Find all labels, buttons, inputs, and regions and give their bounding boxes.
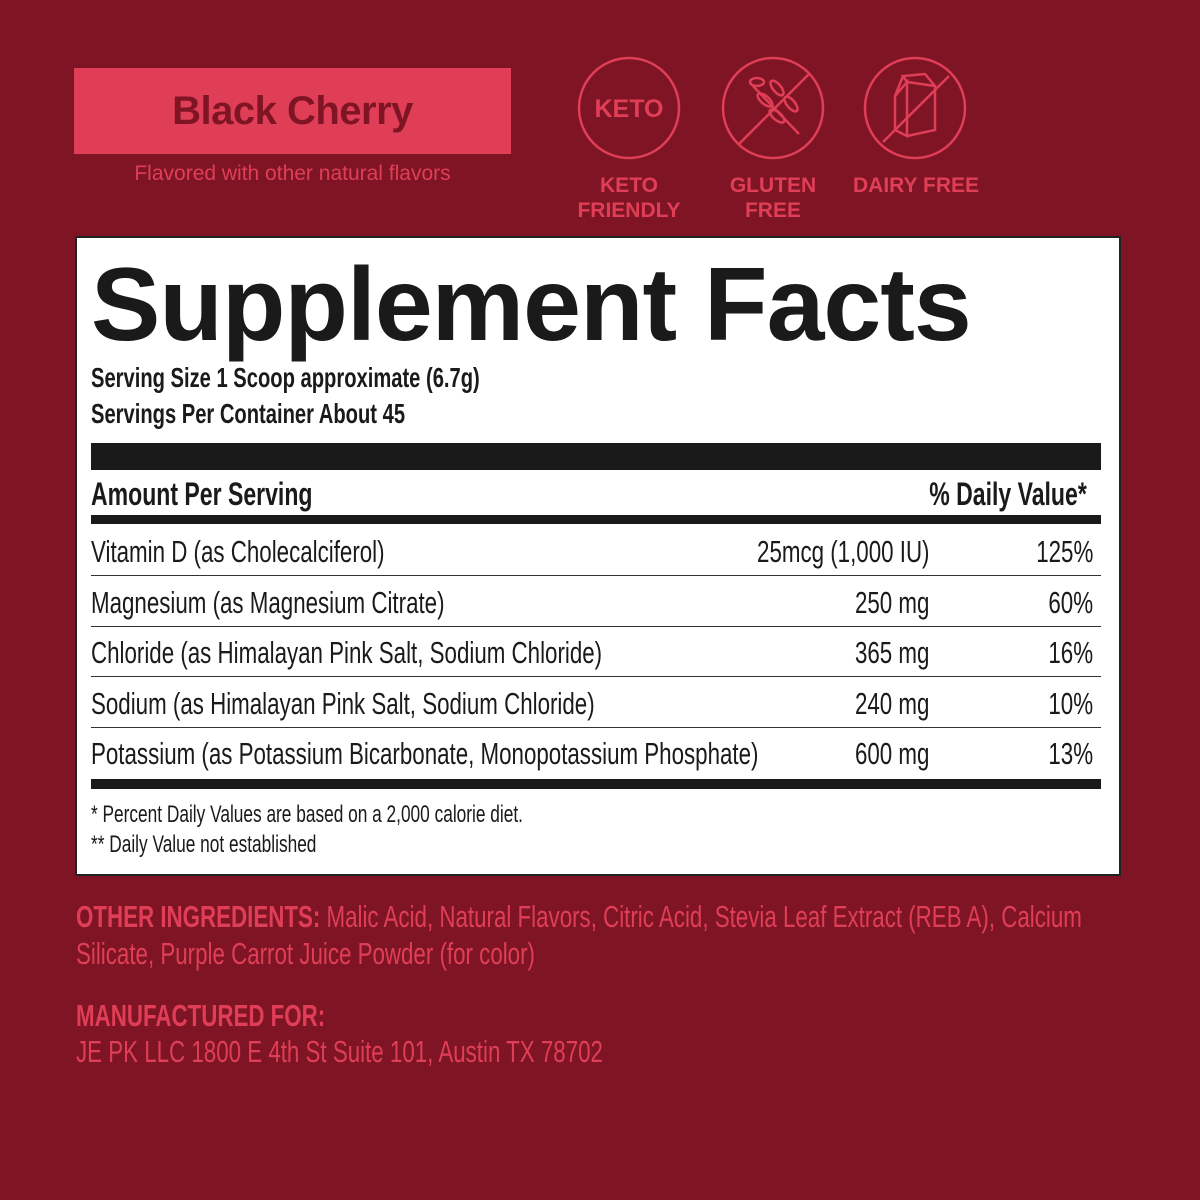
badge-label-line: GLUTEN bbox=[729, 174, 817, 197]
footnote-dv-not-established: ** Daily Value not established bbox=[91, 831, 317, 858]
no-milk-carton-icon bbox=[863, 56, 967, 160]
nutrient-amount: 240 mg bbox=[854, 685, 929, 721]
badge-label-keto: KETO FRIENDLY bbox=[549, 173, 709, 223]
nutrient-row: Potassium (as Potassium Bicarbonate, Mon… bbox=[91, 728, 1101, 778]
badge-label-dairy: DAIRY FREE bbox=[836, 173, 996, 198]
flavor-name: Black Cherry bbox=[172, 88, 413, 133]
nutrient-row: Chloride (as Himalayan Pink Salt, Sodium… bbox=[91, 627, 1101, 677]
badge-label-gluten: GLUTEN FREE bbox=[693, 173, 853, 223]
nutrient-daily-value: 16% bbox=[1048, 635, 1093, 670]
divider-thick bbox=[91, 443, 1101, 470]
badge-label-line: FRIENDLY bbox=[577, 199, 681, 222]
footnote-percent-dv: * Percent Daily Values are based on a 2,… bbox=[91, 801, 523, 828]
nutrient-name: Magnesium (as Magnesium Citrate) bbox=[91, 584, 445, 620]
other-ingredients: OTHER INGREDIENTS: Malic Acid, Natural F… bbox=[76, 898, 1176, 972]
nutrient-amount: 25mcg (1,000 IU) bbox=[756, 534, 929, 569]
row-divider bbox=[91, 726, 1101, 728]
daily-value-header: % Daily Value* bbox=[929, 476, 1087, 512]
keto-icon: KETO bbox=[577, 56, 681, 160]
other-ingredients-text: Malic Acid, Natural Flavors, Citric Acid… bbox=[76, 899, 1082, 971]
nutrient-row: Sodium (as Himalayan Pink Salt, Sodium C… bbox=[91, 678, 1101, 728]
nutrient-daily-value: 10% bbox=[1048, 685, 1093, 721]
serving-size: Serving Size 1 Scoop approximate (6.7g) bbox=[91, 362, 480, 393]
nutrient-daily-value: 125% bbox=[1035, 534, 1093, 569]
nutrient-amount: 365 mg bbox=[854, 635, 929, 670]
divider-medium bbox=[91, 515, 1101, 524]
nutrient-daily-value: 13% bbox=[1048, 736, 1093, 771]
row-divider bbox=[91, 676, 1101, 677]
flavor-banner: Black Cherry bbox=[74, 68, 511, 154]
keto-icon-text: KETO bbox=[595, 95, 664, 123]
badge-label-line: DAIRY FREE bbox=[852, 174, 980, 197]
flavor-subtitle: Flavored with other natural flavors bbox=[134, 162, 451, 185]
facts-title: Supplement Facts bbox=[91, 247, 972, 363]
nutrient-name: Sodium (as Himalayan Pink Salt, Sodium C… bbox=[91, 685, 595, 721]
row-divider bbox=[91, 575, 1101, 576]
other-ingredients-label: OTHER INGREDIENTS: bbox=[76, 899, 321, 934]
manufacturer-address: JE PK LLC 1800 E 4th St Suite 101, Austi… bbox=[76, 1034, 603, 1069]
nutrient-name: Potassium (as Potassium Bicarbonate, Mon… bbox=[91, 736, 759, 771]
nutrient-daily-value: 60% bbox=[1048, 584, 1093, 620]
manufacturer: MANUFACTURED FOR: JE PK LLC 1800 E 4th S… bbox=[76, 998, 808, 1070]
servings-per-container: Servings Per Container About 45 bbox=[91, 398, 406, 429]
divider-medium bbox=[91, 779, 1101, 789]
nutrient-row: Vitamin D (as Cholecalciferol) 25mcg (1,… bbox=[91, 526, 1101, 576]
supplement-facts-panel: Supplement Facts Serving Size 1 Scoop ap… bbox=[75, 236, 1121, 876]
nutrient-name: Chloride (as Himalayan Pink Salt, Sodium… bbox=[91, 635, 603, 670]
row-divider bbox=[91, 625, 1101, 627]
amount-per-serving-header: Amount Per Serving bbox=[91, 476, 313, 512]
badge-label-line: KETO bbox=[600, 174, 658, 197]
badge-label-line: FREE bbox=[744, 199, 801, 222]
nutrient-row: Magnesium (as Magnesium Citrate) 250 mg … bbox=[91, 577, 1101, 627]
manufacturer-label: MANUFACTURED FOR: bbox=[76, 998, 326, 1033]
nutrient-amount: 250 mg bbox=[854, 584, 929, 620]
no-wheat-icon bbox=[721, 56, 825, 160]
nutrient-name: Vitamin D (as Cholecalciferol) bbox=[91, 534, 385, 569]
nutrient-amount: 600 mg bbox=[854, 736, 929, 771]
